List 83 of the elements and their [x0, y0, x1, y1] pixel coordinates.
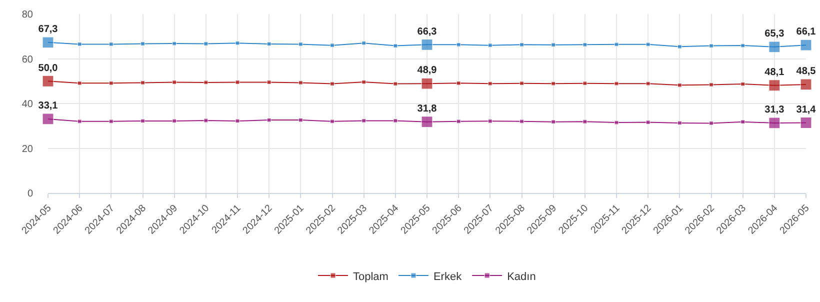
- point: [330, 82, 335, 86]
- point: [172, 118, 177, 124]
- data-label: 48,1: [764, 67, 785, 78]
- y-tick-label: 0: [27, 188, 34, 200]
- point: [140, 80, 146, 85]
- legend-label: Kadın: [507, 270, 536, 283]
- point: [677, 120, 682, 126]
- point: [172, 80, 177, 85]
- data-label: 66,3: [417, 26, 438, 38]
- data-label: 33,1: [38, 100, 58, 112]
- data-label: 31,4: [796, 104, 816, 116]
- point: [582, 42, 588, 47]
- point: [740, 82, 746, 86]
- point: [708, 120, 714, 126]
- point: [551, 81, 556, 86]
- point: [393, 118, 398, 124]
- point: [456, 80, 461, 86]
- point: [740, 120, 746, 124]
- point: [393, 82, 398, 86]
- point: [488, 118, 492, 124]
- point: [266, 118, 272, 122]
- point: [708, 43, 714, 48]
- point: [519, 119, 524, 124]
- point: [519, 42, 524, 47]
- point: [330, 119, 335, 124]
- y-tick-label: 80: [22, 10, 34, 20]
- point: [614, 42, 619, 47]
- legend-label: Toplam: [353, 270, 388, 283]
- point: [108, 80, 114, 86]
- point: [677, 82, 682, 88]
- point: [204, 41, 208, 46]
- point: [488, 43, 492, 48]
- data-label: 65,3: [764, 28, 785, 40]
- point: [551, 120, 556, 124]
- point: [204, 118, 208, 123]
- point: [235, 80, 240, 85]
- point: [708, 82, 714, 88]
- point: [362, 118, 366, 124]
- data-label: 48,5: [796, 66, 816, 78]
- point: [456, 119, 461, 124]
- point: [298, 118, 303, 122]
- data-label: 67,3: [38, 24, 58, 36]
- point: [582, 119, 588, 124]
- point: [646, 81, 650, 86]
- point: [235, 118, 240, 124]
- y-tick-label: 40: [22, 99, 34, 110]
- point: [362, 40, 366, 46]
- point: [77, 119, 82, 124]
- y-tick-label: 20: [22, 144, 34, 155]
- point: [551, 42, 556, 48]
- point: [77, 42, 82, 47]
- point: [204, 80, 208, 85]
- point: [298, 80, 303, 85]
- data-label: 66,1: [796, 26, 816, 38]
- point: [614, 120, 619, 125]
- point: [140, 41, 146, 46]
- point: [235, 40, 240, 46]
- point: [172, 41, 177, 46]
- point: [266, 42, 272, 46]
- point: [108, 119, 114, 124]
- point: [362, 80, 366, 84]
- data-label: 31,3: [764, 104, 785, 116]
- point: [108, 42, 114, 47]
- data-label: 50,0: [38, 62, 58, 74]
- point: [393, 43, 398, 48]
- point: [488, 81, 492, 86]
- point: [677, 44, 682, 49]
- data-label: 31,8: [417, 103, 438, 114]
- point: [519, 81, 524, 86]
- point: [266, 80, 272, 85]
- point: [77, 80, 82, 86]
- point: [614, 81, 619, 86]
- point: [646, 120, 650, 125]
- point: [646, 42, 650, 47]
- point: [456, 42, 461, 47]
- point: [582, 81, 588, 86]
- y-tick-label: 60: [22, 54, 34, 66]
- legend-label: Erkek: [433, 270, 462, 283]
- point: [140, 118, 146, 124]
- point: [298, 42, 303, 47]
- data-label: 48,9: [417, 65, 438, 76]
- point: [740, 43, 746, 48]
- point: [330, 43, 335, 48]
